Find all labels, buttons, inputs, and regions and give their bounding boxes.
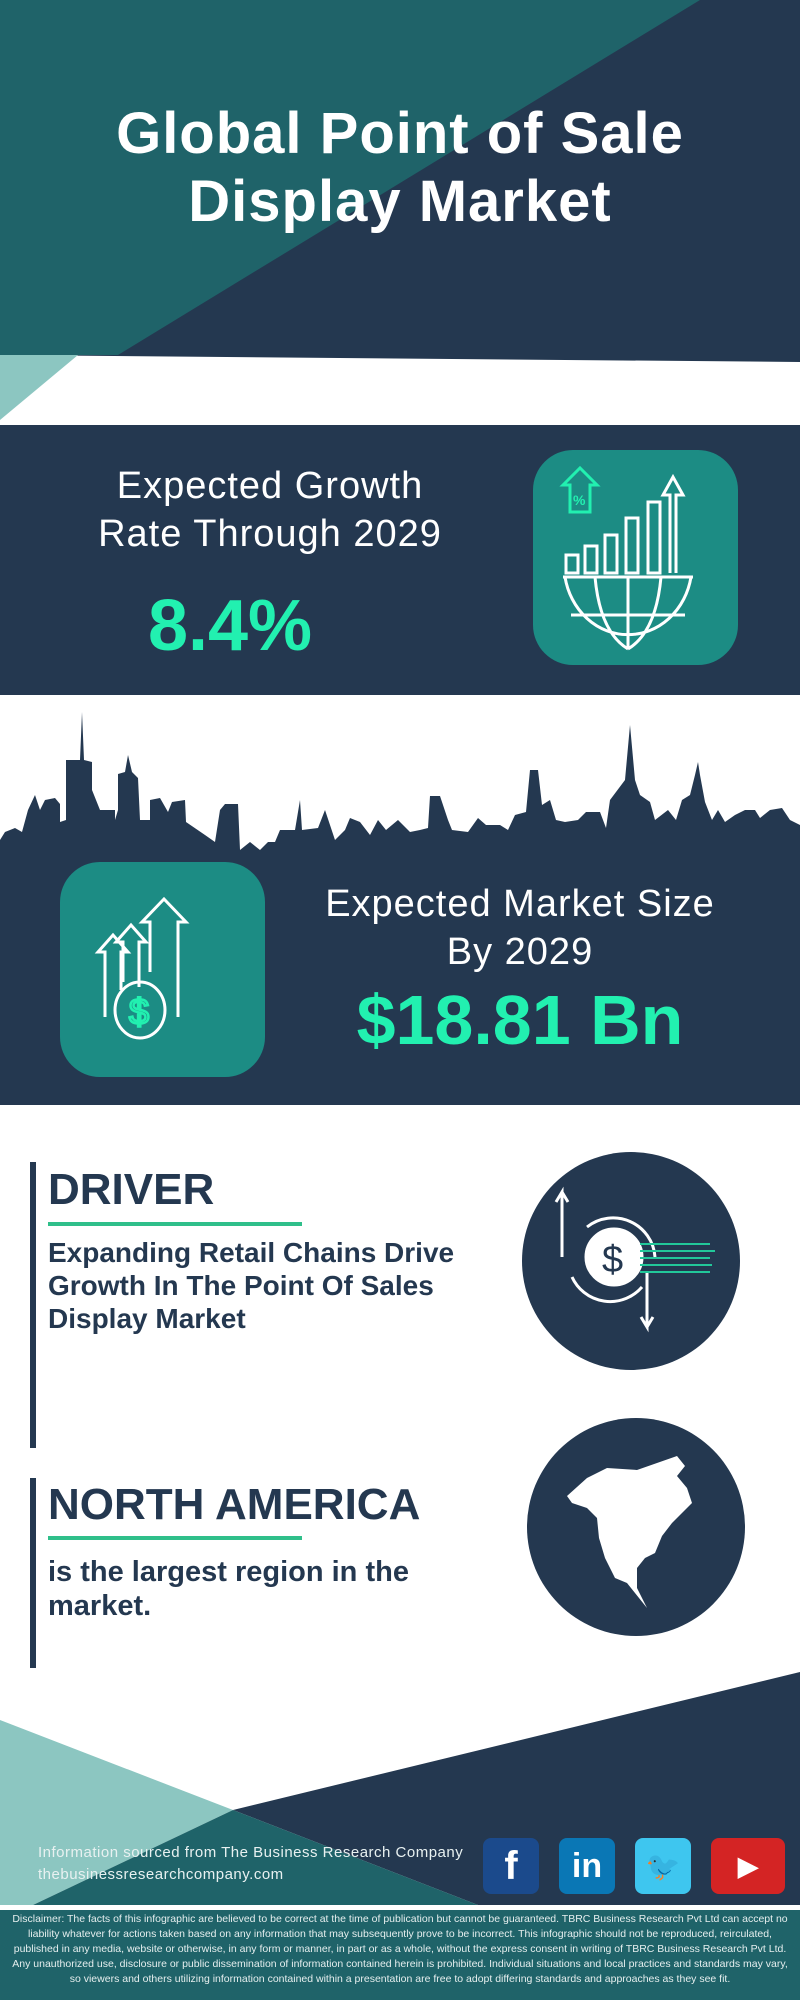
twitter-icon[interactable]: 🐦	[635, 1838, 691, 1894]
growth-label: Expected Growth Rate Through 2029	[40, 462, 500, 558]
source-url[interactable]: thebusinessresearchcompany.com	[38, 1866, 284, 1883]
money-growth-icon: $	[60, 862, 265, 1077]
social-links: f in 🐦 ▶	[483, 1838, 785, 1894]
disclaimer: Disclaimer: The facts of this infographi…	[12, 1913, 788, 1985]
svg-text:$: $	[129, 991, 149, 1032]
growth-label-line1: Expected Growth	[116, 465, 424, 507]
facebook-icon[interactable]: f	[483, 1838, 539, 1894]
svg-text:%: %	[573, 492, 586, 508]
title-line-2: Display Market	[188, 169, 612, 234]
region-underline	[48, 1536, 302, 1540]
market-label: Expected Market Size By 2029	[300, 880, 740, 976]
header-background	[0, 0, 800, 425]
region-heading: NORTH AMERICA	[48, 1480, 421, 1529]
driver-underline	[48, 1222, 302, 1226]
region-text: is the largest region in the market.	[48, 1556, 409, 1622]
north-america-map-icon	[527, 1418, 745, 1636]
source-info: Information sourced from The Business Re…	[38, 1842, 463, 1886]
driver-heading: DRIVER	[48, 1165, 215, 1214]
youtube-icon[interactable]: ▶	[711, 1838, 785, 1894]
market-label-line2: By 2029	[446, 931, 594, 973]
driver-text: Expanding Retail Chains Drive Growth In …	[48, 1237, 455, 1334]
market-label-line1: Expected Market Size	[325, 883, 715, 925]
growth-value: 8.4%	[147, 586, 313, 666]
driver-accent-bar	[30, 1162, 36, 1448]
linkedin-icon[interactable]: in	[559, 1838, 615, 1894]
region-accent-bar	[30, 1478, 36, 1668]
source-text: Information sourced from The Business Re…	[38, 1844, 464, 1861]
market-value: $18.81 Bn	[356, 981, 684, 1059]
chart-globe-icon: %	[533, 450, 738, 665]
growth-label-line2: Rate Through 2029	[98, 513, 442, 555]
page-title: Global Point of Sale Display Market	[0, 100, 800, 236]
dollar-exchange-icon: $	[522, 1152, 740, 1370]
title-line-1: Global Point of Sale	[116, 101, 684, 166]
footer-background	[0, 1672, 800, 2000]
svg-text:$: $	[602, 1239, 623, 1281]
